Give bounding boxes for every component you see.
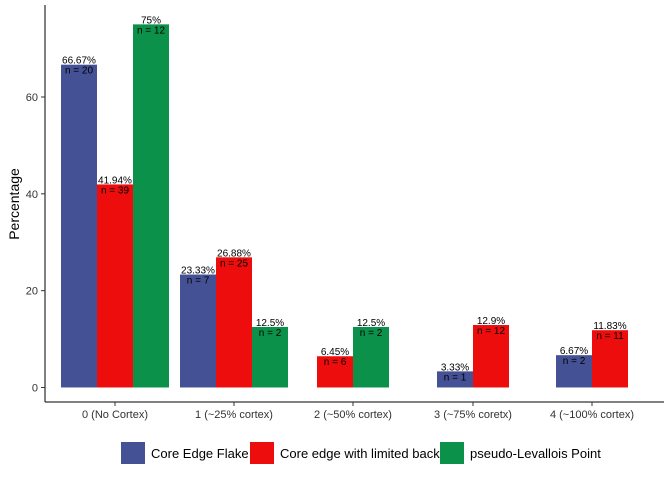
y-tick-label-2: 40 (26, 189, 38, 201)
x-ticks-layer: 0 (No Cortex) 1 (~25% cortex) 2 (~50% cort… (82, 402, 634, 421)
pct-label-s2-c2: 12.5% (357, 318, 385, 329)
n-label-s1-c1: n = 25 (220, 258, 249, 269)
legend-label-2: pseudo-Levallois Point (470, 446, 601, 461)
bar-s1-c0 (97, 184, 133, 388)
legend-label-1: Core edge with limited back (280, 446, 440, 461)
legend-label-0: Core Edge Flake (151, 446, 249, 461)
legend-swatch-1 (250, 442, 274, 464)
bar-s1-c4 (592, 330, 628, 388)
y-tick-label-1: 20 (26, 286, 38, 298)
x-tick-label-4: 4 (~100% cortex) (550, 409, 634, 421)
bar-s2-c0 (133, 24, 169, 388)
pct-label-s0-c4: 6.67% (560, 346, 588, 357)
bar-s1-c1 (216, 257, 252, 388)
legend: Core Edge Flake Core edge with limited ba… (121, 442, 601, 464)
pct-label-s0-c0: 66.67% (62, 56, 96, 67)
bar-s1-c2 (317, 356, 353, 388)
legend-swatch-0 (121, 442, 145, 464)
pct-label-s1-c4: 11.83% (593, 321, 626, 332)
bars-layer (61, 24, 628, 388)
n-label-s0-c4: n = 2 (563, 356, 586, 367)
pct-label-s1-c1: 26.88% (217, 248, 251, 259)
pct-label-s2-c0: 75% (141, 15, 161, 26)
y-tick-label-3: 60 (26, 92, 38, 104)
n-label-s2-c1: n = 2 (259, 328, 282, 339)
pct-label-s0-c3: 3.33% (441, 362, 469, 373)
legend-swatch-2 (440, 442, 464, 464)
pct-label-s2-c1: 12.5% (256, 318, 284, 329)
n-label-s1-c3: n = 12 (477, 326, 506, 337)
pct-label-s1-c2: 6.45% (321, 347, 349, 358)
axes-layer (44, 5, 664, 403)
bar-s2-c1 (252, 326, 288, 388)
bar-s0-c0 (61, 64, 97, 388)
n-label-s0-c3: n = 1 (444, 372, 467, 383)
pct-label-s1-c3: 12.9% (477, 316, 505, 327)
x-tick-label-3: 3 (~75% coretx) (434, 409, 512, 421)
y-ticks-layer: 0 20 40 60 (26, 92, 45, 394)
y-tick-label-0: 0 (32, 382, 38, 394)
n-label-s2-c0: n = 12 (137, 25, 166, 36)
n-label-s0-c1: n = 7 (187, 276, 210, 287)
pct-label-s1-c0: 41.94% (98, 175, 132, 186)
bar-s0-c3 (437, 371, 473, 388)
bar-s1-c3 (473, 325, 509, 388)
n-label-s1-c0: n = 39 (101, 185, 130, 196)
n-label-s2-c2: n = 2 (360, 328, 383, 339)
x-tick-label-2: 2 (~50% cortex) (314, 409, 392, 421)
y-axis-title: Percentage (6, 168, 22, 240)
bar-s2-c2 (353, 326, 389, 388)
pct-label-s0-c1: 23.33% (181, 266, 215, 277)
bar-s0-c1 (180, 274, 216, 388)
x-tick-label-1: 1 (~25% cortex) (195, 409, 273, 421)
n-label-s0-c0: n = 20 (65, 66, 94, 77)
n-label-s1-c4: n = 11 (596, 331, 624, 342)
x-tick-label-0: 0 (No Cortex) (82, 409, 148, 421)
n-label-s1-c2: n = 6 (324, 357, 347, 368)
bar-s0-c4 (556, 355, 592, 388)
